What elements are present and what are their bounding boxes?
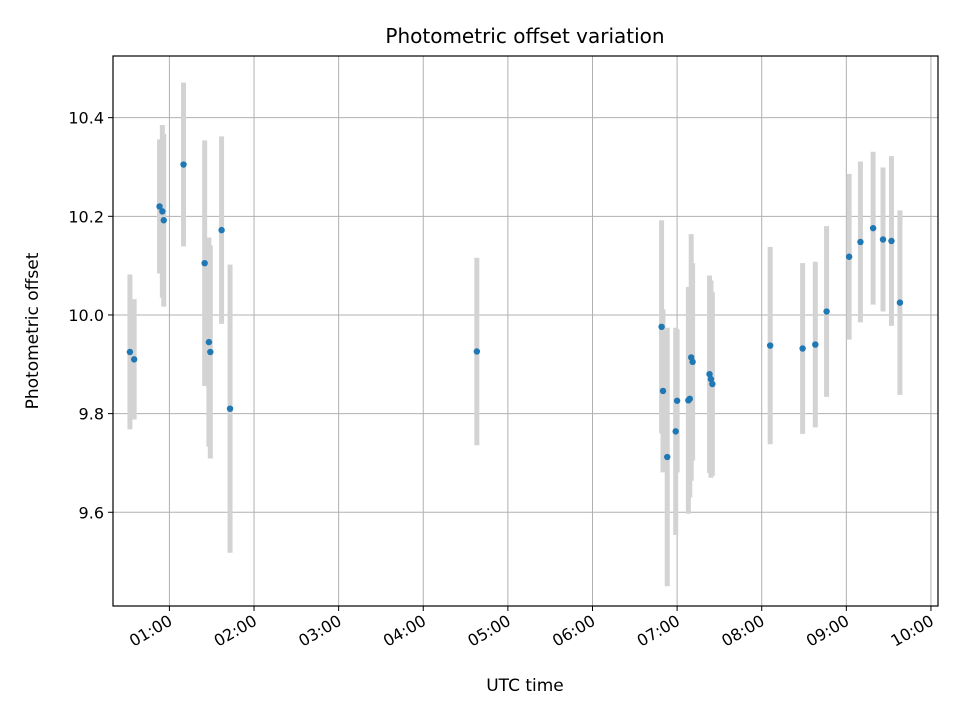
y-axis-label: Photometric offset bbox=[23, 252, 43, 409]
data-point bbox=[766, 342, 774, 349]
data-point bbox=[658, 323, 665, 331]
data-point bbox=[130, 356, 138, 363]
x-tick-label: 10:00 bbox=[888, 611, 937, 651]
y-tick-label: 10.4 bbox=[68, 109, 104, 128]
data-point bbox=[201, 259, 208, 267]
data-point bbox=[160, 217, 167, 224]
data-points bbox=[126, 161, 904, 461]
data-point bbox=[869, 224, 877, 232]
data-point bbox=[879, 236, 887, 243]
data-point bbox=[823, 308, 830, 315]
data-point bbox=[156, 203, 163, 210]
data-point bbox=[845, 253, 853, 260]
x-tick-label: 06:00 bbox=[549, 611, 598, 651]
data-point bbox=[706, 370, 713, 378]
x-tick-label: 01:00 bbox=[126, 611, 175, 651]
data-point bbox=[205, 338, 213, 346]
x-tick-label: 05:00 bbox=[464, 611, 513, 651]
data-point bbox=[707, 375, 715, 383]
data-point bbox=[857, 238, 864, 246]
y-tick-label: 10.2 bbox=[68, 207, 104, 226]
plot-area-frame bbox=[112, 55, 939, 607]
data-point bbox=[799, 345, 806, 352]
x-tick-label: 08:00 bbox=[718, 611, 767, 651]
data-point bbox=[659, 387, 667, 395]
data-point bbox=[126, 348, 134, 356]
x-tick-label: 03:00 bbox=[295, 611, 344, 651]
data-point bbox=[689, 358, 696, 366]
x-tick-label: 07:00 bbox=[634, 611, 683, 651]
x-axis-ticks: 01:00 02:00 03:00 04:00 05:00 06:00 07:00 08:00… bbox=[126, 606, 937, 651]
data-point bbox=[207, 348, 214, 356]
y-tick-label: 9.8 bbox=[79, 405, 104, 424]
data-point bbox=[673, 397, 681, 404]
x-axis-label: UTC time bbox=[486, 676, 564, 696]
data-point bbox=[672, 428, 679, 435]
y-axis-ticks: 9.6 9.8 10.0 10.2 10.4 bbox=[68, 109, 113, 522]
chart-title: Photometric offset variation bbox=[385, 24, 664, 48]
data-point bbox=[226, 405, 234, 412]
data-point bbox=[664, 453, 671, 461]
data-point bbox=[812, 341, 819, 348]
data-point bbox=[180, 161, 187, 168]
data-point bbox=[473, 348, 481, 355]
data-point bbox=[686, 395, 693, 403]
x-tick-label: 02:00 bbox=[211, 611, 260, 651]
data-point bbox=[888, 237, 895, 245]
x-tick-label: 04:00 bbox=[380, 611, 429, 651]
error-bars bbox=[127, 82, 903, 587]
x-tick-label: 09:00 bbox=[803, 611, 852, 651]
data-point bbox=[218, 226, 225, 234]
y-tick-label: 10.0 bbox=[68, 306, 104, 325]
data-point bbox=[709, 380, 716, 388]
data-point bbox=[896, 299, 904, 306]
data-point bbox=[159, 208, 166, 215]
y-tick-label: 9.6 bbox=[79, 503, 104, 522]
